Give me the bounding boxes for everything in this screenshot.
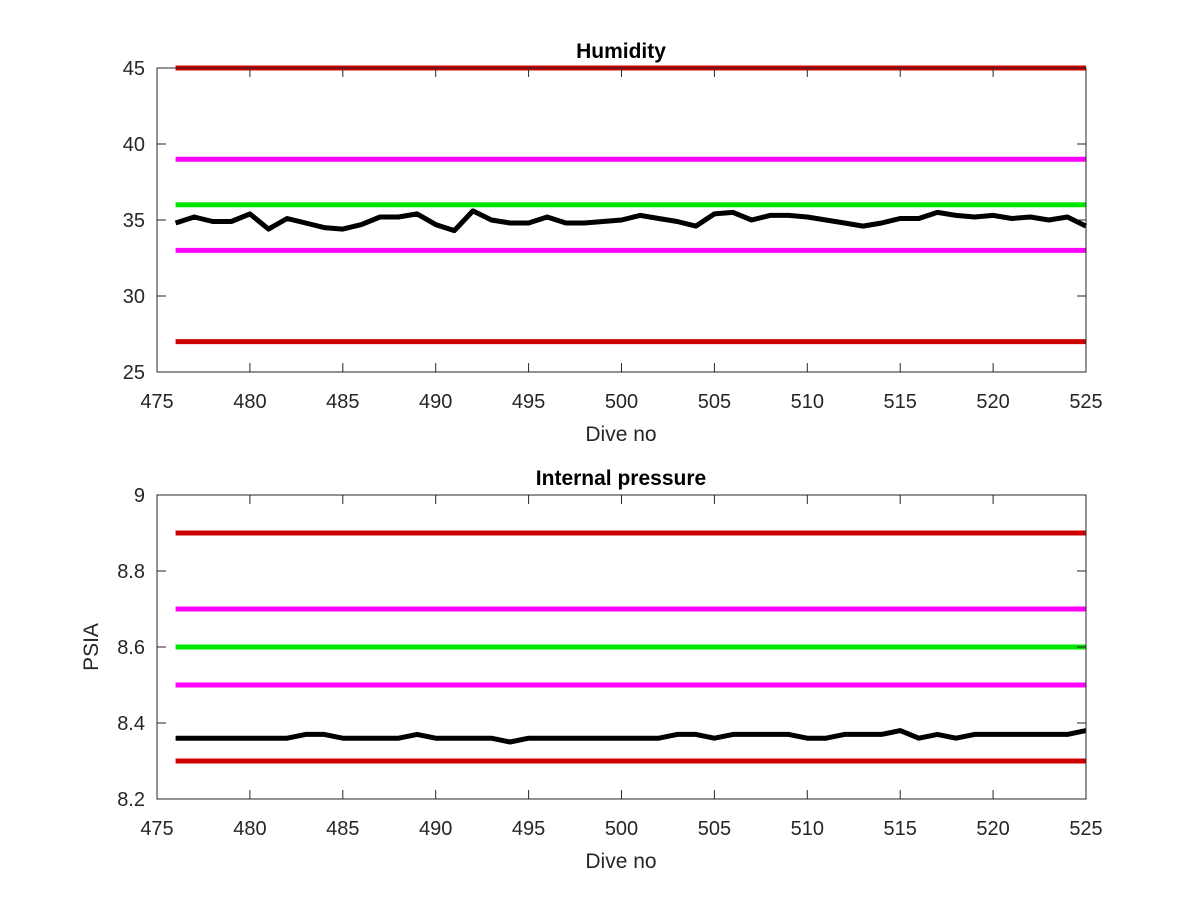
pressure-y-tick-label: 8.4 — [117, 713, 145, 735]
pressure-x-tick-label: 475 — [140, 818, 173, 840]
humidity-series-group — [174, 65, 1088, 345]
pressure-y-tick-label: 8.8 — [117, 561, 145, 583]
pressure-y-tick-label: 8.2 — [117, 789, 145, 811]
humidity-y-tick-label: 45 — [123, 58, 145, 80]
humidity-x-tick-label: 480 — [233, 391, 266, 413]
pressure-x-tick-label: 495 — [512, 818, 545, 840]
pressure-subplot: Internal pressure 475 480 485 490 495 500 505 5… — [80, 467, 1103, 873]
humidity-x-tick-label: 485 — [326, 391, 359, 413]
pressure-x-tick-label: 515 — [884, 818, 917, 840]
pressure-x-tick-label: 525 — [1069, 818, 1102, 840]
humidity-y-tick-label: 40 — [123, 134, 145, 156]
pressure-x-tick-label: 485 — [326, 818, 359, 840]
humidity-subplot: Humidity 475 480 485 490 495 500 505 510 515 520 5… — [123, 40, 1103, 446]
pressure-measurement-line — [175, 728, 1087, 745]
pressure-x-tick-label: 480 — [233, 818, 266, 840]
humidity-x-tick-label: 495 — [512, 391, 545, 413]
humidity-x-tick-label: 510 — [791, 391, 824, 413]
humidity-y-tick-label: 35 — [123, 210, 145, 232]
pressure-title: Internal pressure — [536, 467, 706, 490]
humidity-x-tick-label: 500 — [605, 391, 638, 413]
pressure-x-tick-label: 490 — [419, 818, 452, 840]
pressure-series-group — [175, 530, 1087, 764]
pressure-y-axis-label: PSIA — [80, 623, 103, 671]
pressure-x-tick-label: 510 — [791, 818, 824, 840]
pressure-y-tick-label: 8.6 — [117, 637, 145, 659]
humidity-x-tick-label: 515 — [884, 391, 917, 413]
humidity-x-tick-label: 490 — [419, 391, 452, 413]
humidity-y-tick-label: 25 — [123, 362, 145, 384]
pressure-x-tick-label: 500 — [605, 818, 638, 840]
humidity-x-tick-label: 475 — [140, 391, 173, 413]
humidity-y-tick-label: 30 — [123, 286, 145, 308]
pressure-x-axis-label: Dive no — [585, 850, 656, 873]
pressure-x-tick-label: 520 — [976, 818, 1009, 840]
humidity-title: Humidity — [576, 40, 666, 63]
humidity-x-tick-label: 505 — [698, 391, 731, 413]
humidity-x-tick-label: 520 — [976, 391, 1009, 413]
humidity-measurement-line — [174, 208, 1088, 234]
pressure-y-tick-label: 9 — [134, 485, 145, 507]
humidity-x-tick-label: 525 — [1069, 391, 1102, 413]
humidity-x-axis-label: Dive no — [585, 423, 656, 446]
pressure-x-tick-label: 505 — [698, 818, 731, 840]
